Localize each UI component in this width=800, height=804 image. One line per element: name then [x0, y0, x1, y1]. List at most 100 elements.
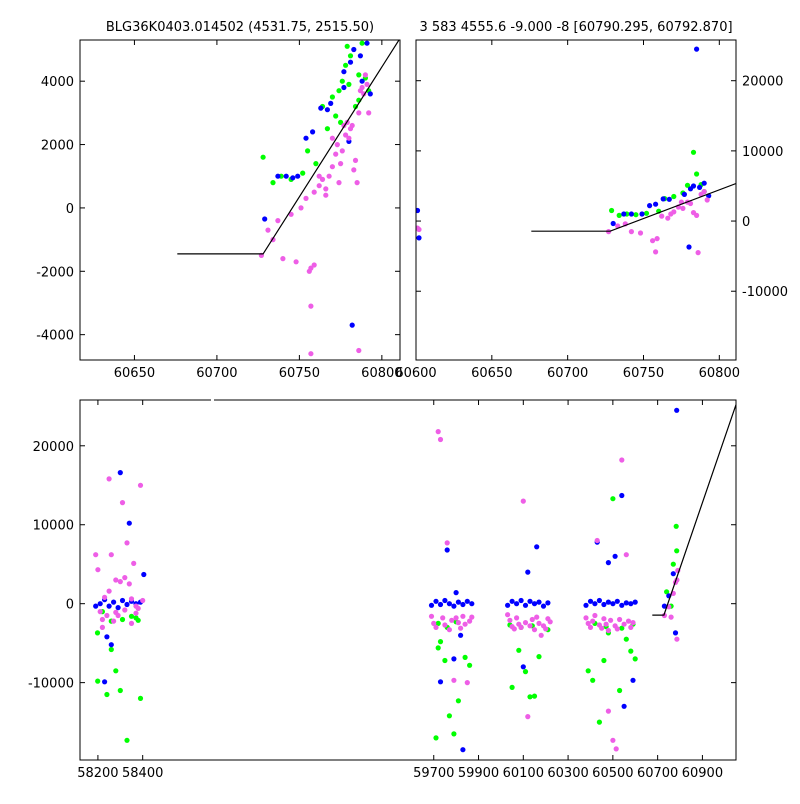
- data-point-magenta: [637, 230, 644, 236]
- data-point-blue: [628, 211, 635, 217]
- data-point-magenta: [311, 262, 317, 268]
- data-point-blue: [347, 59, 354, 65]
- data-point-blue: [97, 601, 103, 607]
- data-point-blue: [437, 679, 444, 685]
- data-point-magenta: [323, 192, 329, 198]
- plot-area: [177, 40, 400, 357]
- data-point-magenta: [621, 621, 627, 627]
- data-point-blue: [583, 602, 589, 608]
- data-point-blue: [359, 78, 365, 84]
- data-point-blue: [520, 664, 526, 670]
- data-point-magenta: [536, 620, 542, 627]
- data-point-blue: [290, 175, 296, 181]
- data-point-magenta: [333, 151, 339, 157]
- data-point-green: [596, 719, 603, 725]
- data-point-green: [344, 43, 350, 49]
- data-point-blue: [444, 547, 450, 553]
- data-point-magenta: [323, 186, 329, 192]
- data-point-green: [437, 639, 444, 645]
- data-point-magenta: [99, 624, 105, 631]
- data-point-magenta: [338, 161, 344, 167]
- x-tick-label: 60800: [699, 366, 740, 381]
- data-point-blue: [621, 703, 627, 709]
- data-point-blue: [283, 173, 289, 179]
- data-point-blue: [614, 598, 620, 604]
- data-point-magenta: [135, 605, 141, 612]
- data-point-magenta: [431, 620, 437, 627]
- data-point-green: [616, 212, 622, 218]
- data-point-magenta: [311, 189, 317, 195]
- y-tick-label: -4000: [36, 329, 74, 344]
- data-point-blue: [647, 203, 653, 209]
- data-point-magenta: [336, 180, 342, 186]
- data-point-magenta: [356, 110, 362, 116]
- data-point-green: [628, 648, 634, 654]
- axes-frame: [79, 39, 401, 361]
- panel-top-left: BLG36K0403.014502 (4531.75, 2515.50) 6065…: [36, 20, 402, 381]
- data-point-magenta: [625, 618, 632, 624]
- data-point-magenta: [356, 347, 362, 354]
- data-point-green: [108, 646, 114, 653]
- data-point-magenta: [343, 132, 349, 138]
- data-point-magenta: [359, 84, 365, 91]
- data-point-green: [446, 713, 452, 719]
- data-point-green: [359, 40, 365, 46]
- x-tick-label: 60500: [592, 766, 633, 781]
- data-point-green: [94, 630, 101, 636]
- chart-title: 3 583 4555.6 -9.000 -8 [60790.295, 60792…: [419, 20, 732, 35]
- data-point-blue: [295, 173, 301, 179]
- data-point-magenta: [364, 81, 370, 87]
- data-point-green: [684, 182, 691, 188]
- data-point-magenta: [650, 238, 656, 244]
- data-point-magenta: [351, 167, 357, 173]
- x-tick-label: 60300: [547, 766, 588, 781]
- y-tick-label: -10000: [742, 285, 788, 300]
- data-point-green: [346, 81, 352, 87]
- data-point-green: [137, 695, 144, 702]
- data-point-magenta: [451, 677, 457, 683]
- data-point-magenta: [594, 537, 600, 544]
- data-point-magenta: [694, 212, 700, 218]
- data-point-magenta: [623, 552, 629, 558]
- data-point-magenta: [505, 612, 511, 618]
- data-point-magenta: [128, 596, 135, 602]
- data-point-magenta: [453, 615, 459, 621]
- data-point-blue: [115, 605, 121, 611]
- data-point-magenta: [433, 624, 439, 631]
- axis-break-mark: [211, 396, 214, 403]
- data-point-green: [451, 731, 457, 737]
- data-point-green: [435, 620, 441, 627]
- data-point-blue: [587, 598, 594, 604]
- data-point-blue: [124, 601, 130, 608]
- data-point-blue: [628, 601, 634, 607]
- data-point-blue: [701, 180, 707, 186]
- data-point-magenta: [603, 621, 609, 627]
- data-point-magenta: [613, 746, 619, 752]
- data-point-blue: [303, 135, 309, 141]
- data-point-magenta: [444, 540, 450, 546]
- y-tick-label: 20000: [742, 75, 783, 90]
- y-tick-label: 0: [66, 202, 74, 217]
- y-tick-label: -10000: [28, 677, 74, 692]
- data-point-green: [623, 636, 629, 642]
- data-point-magenta: [531, 627, 538, 633]
- data-point-green: [338, 119, 344, 125]
- data-point-magenta: [293, 259, 299, 265]
- data-point-magenta: [704, 197, 710, 203]
- data-point-blue: [117, 470, 123, 476]
- data-point-magenta: [128, 620, 135, 627]
- data-point-magenta: [614, 626, 620, 632]
- data-point-blue: [601, 601, 607, 608]
- data-point-blue: [545, 600, 551, 606]
- plot-area: [416, 46, 736, 256]
- data-point-blue: [357, 53, 363, 59]
- data-point-magenta: [520, 498, 526, 504]
- series-blue: [262, 40, 373, 328]
- data-point-magenta: [265, 227, 271, 233]
- data-point-magenta: [587, 624, 594, 631]
- y-tick-label: 2000: [41, 139, 74, 154]
- data-point-magenta: [599, 625, 605, 631]
- data-point-blue: [610, 220, 616, 227]
- data-point-blue: [531, 601, 538, 607]
- data-point-green: [336, 88, 342, 94]
